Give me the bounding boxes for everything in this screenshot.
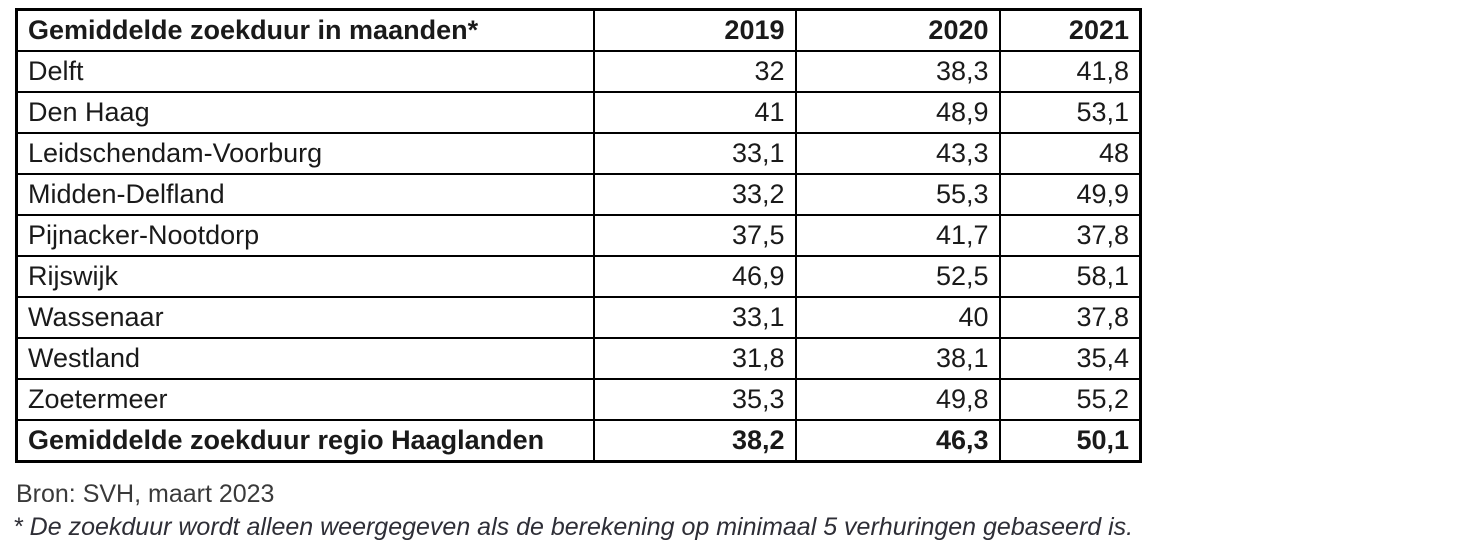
column-header-2020: 2020 [794, 8, 1001, 52]
column-header-2021: 2021 [998, 8, 1142, 52]
table-row: Delft 32 38,3 41,8 [15, 50, 1142, 93]
table-row: Midden-Delfland 33,2 55,3 49,9 [15, 173, 1142, 216]
row-label: Leidschendam-Voorburg [15, 132, 595, 175]
column-header-2019: 2019 [592, 8, 797, 52]
search-duration-table-container: Gemiddelde zoekduur in maanden* 2019 202… [15, 8, 1142, 463]
cell-value: 33,1 [592, 296, 797, 339]
table-header-row: Gemiddelde zoekduur in maanden* 2019 202… [15, 8, 1142, 52]
table-row: Den Haag 41 48,9 53,1 [15, 91, 1142, 134]
cell-value: 48,9 [794, 91, 1001, 134]
cell-value: 52,5 [794, 255, 1001, 298]
row-label: Gemiddelde zoekduur regio Haaglanden [15, 419, 595, 463]
table-row: Wassenaar 33,1 40 37,8 [15, 296, 1142, 339]
cell-value: 50,1 [998, 419, 1142, 463]
row-label: Delft [15, 50, 595, 93]
cell-value: 58,1 [998, 255, 1142, 298]
row-label: Wassenaar [15, 296, 595, 339]
table-row: Zoetermeer 35,3 49,8 55,2 [15, 378, 1142, 421]
cell-value: 31,8 [592, 337, 797, 380]
table-row: Rijswijk 46,9 52,5 58,1 [15, 255, 1142, 298]
cell-value: 35,4 [998, 337, 1142, 380]
row-label: Zoetermeer [15, 378, 595, 421]
table-row: Pijnacker-Nootdorp 37,5 41,7 37,8 [15, 214, 1142, 257]
cell-value: 46,3 [794, 419, 1001, 463]
cell-value: 32 [592, 50, 797, 93]
cell-value: 37,8 [998, 296, 1142, 339]
cell-value: 33,2 [592, 173, 797, 216]
cell-value: 43,3 [794, 132, 1001, 175]
row-label: Pijnacker-Nootdorp [15, 214, 595, 257]
cell-value: 41,7 [794, 214, 1001, 257]
search-duration-table: Gemiddelde zoekduur in maanden* 2019 202… [15, 8, 1142, 463]
cell-value: 38,1 [794, 337, 1001, 380]
cell-value: 37,8 [998, 214, 1142, 257]
table-row: Leidschendam-Voorburg 33,1 43,3 48 [15, 132, 1142, 175]
cell-value: 49,8 [794, 378, 1001, 421]
source-note: Bron: SVH, maart 2023 [16, 480, 275, 508]
cell-value: 55,2 [998, 378, 1142, 421]
cell-value: 41 [592, 91, 797, 134]
cell-value: 48 [998, 132, 1142, 175]
row-label: Westland [15, 337, 595, 380]
table-row: Gemiddelde zoekduur regio Haaglanden 38,2… [15, 419, 1142, 463]
cell-value: 41,8 [998, 50, 1142, 93]
row-label: Den Haag [15, 91, 595, 134]
table-row: Westland 31,8 38,1 35,4 [15, 337, 1142, 380]
cell-value: 49,9 [998, 173, 1142, 216]
row-label: Rijswijk [15, 255, 595, 298]
cell-value: 53,1 [998, 91, 1142, 134]
cell-value: 55,3 [794, 173, 1001, 216]
cell-value: 40 [794, 296, 1001, 339]
footnote: * De zoekduur wordt alleen weergegeven a… [13, 513, 1134, 541]
cell-value: 35,3 [592, 378, 797, 421]
cell-value: 33,1 [592, 132, 797, 175]
table-title-header: Gemiddelde zoekduur in maanden* [15, 8, 595, 52]
table-body: Delft 32 38,3 41,8 Den Haag 41 48,9 53,1 Leidsch… [15, 50, 1142, 463]
cell-value: 37,5 [592, 214, 797, 257]
cell-value: 38,2 [592, 419, 797, 463]
cell-value: 46,9 [592, 255, 797, 298]
row-label: Midden-Delfland [15, 173, 595, 216]
cell-value: 38,3 [794, 50, 1001, 93]
